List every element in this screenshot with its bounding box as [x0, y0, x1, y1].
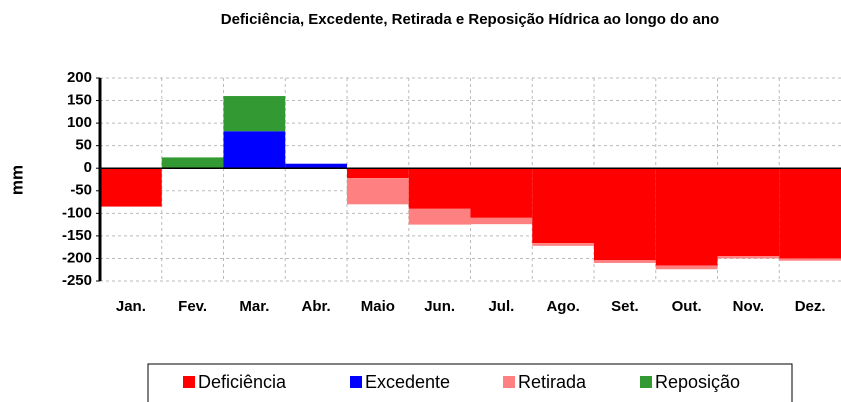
x-tick-label: Set. — [611, 298, 639, 315]
y-tick-label: 50 — [75, 137, 92, 154]
x-tick-label: Fev. — [178, 298, 207, 315]
x-tick-label: Jul. — [488, 298, 514, 315]
y-tick-label: 150 — [67, 92, 92, 109]
x-tick-label: Jan. — [116, 298, 146, 315]
bar-segment — [655, 265, 718, 270]
bar-segment — [470, 217, 533, 225]
y-tick-label: -250 — [62, 272, 92, 289]
x-tick-label: Out. — [672, 298, 702, 315]
legend-label: Excedente — [365, 372, 450, 392]
legend-swatch — [503, 376, 515, 388]
bar-segment — [408, 208, 471, 225]
y-tick-label: -100 — [62, 204, 92, 221]
y-tick-label: 0 — [84, 159, 92, 176]
bar-segment — [779, 168, 841, 259]
bar-segment — [408, 168, 471, 209]
y-tick-label: 200 — [67, 69, 92, 86]
bar-segment — [532, 168, 594, 244]
x-tick-label: Abr. — [302, 298, 331, 315]
bar-segment — [347, 168, 409, 179]
x-tick-label: Maio — [361, 298, 395, 315]
bar-segment — [655, 168, 718, 266]
legend-box — [147, 363, 793, 402]
bar-segment — [594, 260, 656, 263]
x-tick-label: Dez. — [795, 298, 826, 315]
bar-segment — [532, 243, 594, 246]
x-tick-label: Ago. — [546, 298, 579, 315]
y-tick-label: -150 — [62, 227, 92, 244]
legend-label: Deficiência — [198, 372, 287, 392]
bar-segment — [779, 258, 841, 261]
bar-segment — [223, 131, 286, 169]
y-axis-label: mm — [7, 165, 26, 195]
legend-label: Retirada — [518, 372, 587, 392]
chart-title: Deficiência, Excedente, Retirada e Repos… — [221, 11, 719, 28]
y-tick-label: 100 — [67, 114, 92, 131]
bar-segment — [717, 168, 780, 257]
bar-segment — [223, 96, 286, 132]
legend-label: Reposição — [655, 372, 740, 392]
bar-segment — [161, 157, 224, 169]
legend-swatch — [183, 376, 195, 388]
x-tick-label: Nov. — [733, 298, 764, 315]
bar-segment — [100, 168, 162, 207]
y-tick-label: -50 — [70, 182, 92, 199]
legend-swatch — [350, 376, 362, 388]
bar-segment — [470, 168, 533, 218]
bar-segment — [285, 163, 347, 169]
x-tick-label: Jun. — [424, 298, 455, 315]
bar-segment — [594, 168, 656, 261]
bar-segment — [347, 178, 409, 205]
bar-segment — [717, 256, 780, 259]
x-tick-label: Mar. — [239, 298, 269, 315]
legend-swatch — [640, 376, 652, 388]
y-tick-label: -200 — [62, 249, 92, 266]
